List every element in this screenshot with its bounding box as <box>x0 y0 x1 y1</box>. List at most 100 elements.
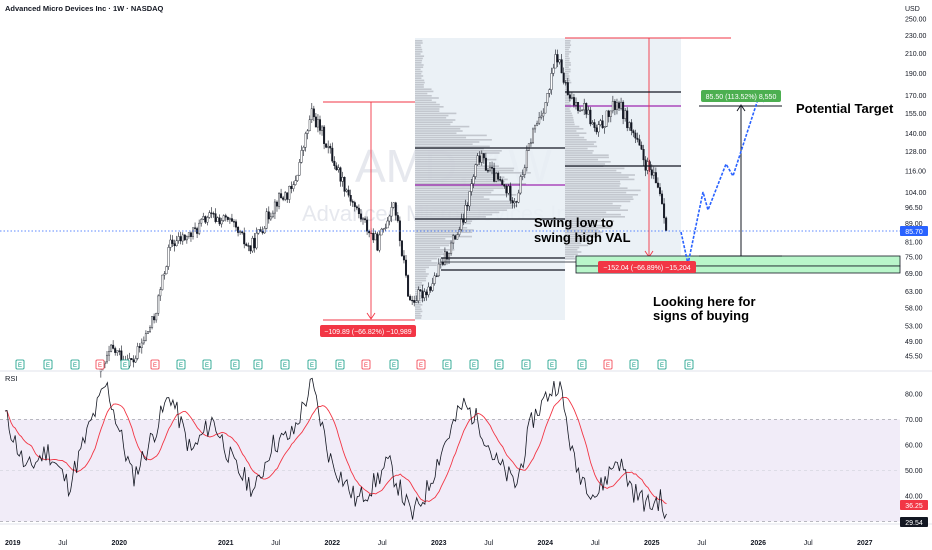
candle-body <box>202 216 205 220</box>
candle-body <box>411 299 414 302</box>
profile-bar <box>415 194 517 196</box>
price-tick-label: 45.50 <box>905 354 923 361</box>
candle-body <box>153 316 156 321</box>
svg-text:29.54: 29.54 <box>905 520 923 527</box>
candle-body <box>251 237 254 252</box>
candle-body <box>347 189 350 196</box>
candle-body <box>263 228 266 234</box>
candle-body <box>136 346 139 359</box>
profile-bar <box>415 224 464 227</box>
time-tick-label: 2025 <box>644 540 660 547</box>
earnings-marker-label: E <box>256 363 260 369</box>
profile-bar <box>565 40 571 42</box>
candle-body <box>120 350 123 362</box>
price-tick-label: 69.00 <box>905 271 923 278</box>
rsi-pane-title: RSI <box>5 374 18 383</box>
time-axis[interactable]: 2019 Jul 2020 2021 Jul 2022 Jul 2023 Jul 2024 Jul 2… <box>5 540 873 547</box>
profile-bar <box>415 119 456 121</box>
profile-bar <box>565 59 570 62</box>
profile-bar <box>415 183 527 185</box>
candle-body <box>511 200 514 204</box>
profile-bar <box>415 73 422 75</box>
candle-body <box>366 219 369 232</box>
earnings-marker <box>202 359 212 370</box>
candle-body <box>513 201 516 204</box>
profile-bar <box>565 235 596 238</box>
candle-body <box>642 149 645 161</box>
profile-bar <box>415 301 421 304</box>
price-tick-label: 96.50 <box>905 205 923 212</box>
candle-body <box>384 227 387 229</box>
candle-body <box>538 117 541 124</box>
candle-body <box>634 132 637 139</box>
candle-body <box>558 59 561 63</box>
profile-bar <box>415 262 438 264</box>
candle-body <box>368 231 371 234</box>
profile-bar <box>415 227 468 229</box>
profile-bar <box>565 187 628 189</box>
last-price-tag: 85.70 <box>900 226 928 236</box>
earnings-marker <box>95 359 105 370</box>
profile-bar <box>565 64 572 66</box>
earnings-marker <box>150 359 160 370</box>
candle-body <box>200 219 203 224</box>
price-tick-label: 116.00 <box>905 168 926 175</box>
candle-body <box>552 67 555 74</box>
earnings-marker <box>307 359 317 370</box>
candle-body <box>286 192 289 200</box>
time-tick-label: 2019 <box>5 540 21 547</box>
profile-bar <box>415 174 498 176</box>
profile-bar <box>565 152 593 154</box>
earnings-marker-label: E <box>580 363 584 369</box>
candle-body <box>640 144 643 150</box>
candle-body <box>110 344 113 352</box>
candle-body <box>181 234 184 242</box>
profile-bar <box>565 207 621 209</box>
candle-body <box>542 112 545 117</box>
profile-bar <box>565 257 576 260</box>
time-tick-label: Jul <box>484 540 493 547</box>
profile-bar <box>565 198 634 200</box>
candle-body <box>421 290 424 299</box>
candle-body <box>140 342 143 348</box>
candle-body <box>546 93 549 103</box>
price-axis[interactable]: 250.00 230.00 210.00 190.00 170.00 155.00 140.… <box>905 17 927 361</box>
price-tick-label: 140.00 <box>905 131 927 138</box>
profile-bar <box>565 55 569 57</box>
profile-bar <box>565 44 572 46</box>
candle-body <box>503 184 506 187</box>
candle-body <box>611 101 614 112</box>
candle-body <box>456 234 459 240</box>
candle-body <box>183 234 186 241</box>
rsi-value-tag: 29.54 <box>900 517 928 527</box>
profile-bar <box>415 141 480 143</box>
profile-bar <box>565 174 635 176</box>
candle-body <box>458 229 461 235</box>
profile-bar <box>565 158 599 161</box>
candle-body <box>556 54 559 63</box>
candle-body <box>226 217 229 220</box>
candle-body <box>220 220 223 225</box>
candle-body <box>208 212 211 218</box>
potential-target-text: Potential Target <box>796 101 894 116</box>
candle-body <box>167 247 170 267</box>
candle-body <box>661 193 664 204</box>
swing-text-line1: Swing low to <box>534 215 613 230</box>
candle-body <box>149 327 152 332</box>
candle-body <box>359 213 362 220</box>
earnings-marker <box>469 359 479 370</box>
candle-body <box>474 164 477 177</box>
profile-bar <box>565 103 571 106</box>
candle-body <box>304 133 307 148</box>
candle-body <box>241 231 244 234</box>
svg-text:36.25: 36.25 <box>905 503 923 510</box>
profile-bar <box>565 46 571 49</box>
price-tick-label: 155.00 <box>905 111 927 118</box>
earnings-marker-label: E <box>497 363 501 369</box>
candle-body <box>409 296 412 301</box>
profile-bar <box>415 191 492 194</box>
profile-bar <box>415 121 453 123</box>
candle-body <box>245 243 248 246</box>
earnings-marker-label: E <box>419 363 423 369</box>
profile-bar <box>415 99 432 101</box>
